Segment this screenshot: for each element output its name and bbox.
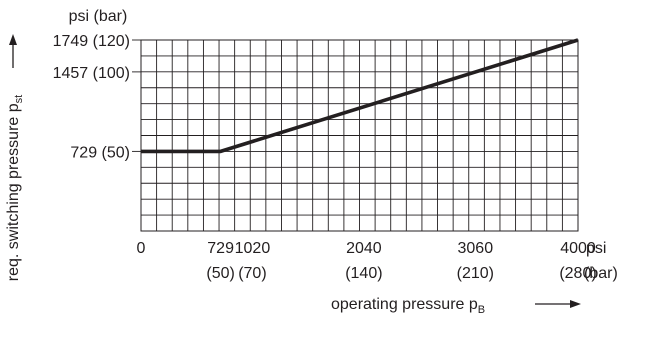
- series-line: [141, 38, 579, 154]
- x-axis-arrow: [535, 300, 581, 308]
- grid: [141, 40, 578, 231]
- x-tick-sublabel: (70): [238, 265, 266, 282]
- plot-area: [140, 39, 579, 232]
- y-axis-ticks: 729 (50) 1457 (100) 1749 (120): [53, 33, 141, 161]
- x-axis-ticks: 0 729 (50)1020 (70) 2040 (140) 3060 (210) 4000 (2…: [137, 240, 597, 282]
- x-axis-unit-secondary: (bar): [584, 265, 618, 282]
- x-tick-sublabel: (210): [457, 265, 494, 282]
- x-axis-title: operating pressure pB: [331, 296, 485, 316]
- x-axis-unit-primary: psi: [586, 240, 606, 257]
- x-tick-sublabel: (50): [206, 265, 234, 282]
- y-axis-arrow: [9, 34, 17, 68]
- y-axis-title: req. switching pressure pst: [5, 95, 25, 281]
- x-tick-sublabel: (280): [559, 265, 596, 282]
- x-tick-label: 4000: [560, 240, 596, 257]
- x-tick-label: 3060: [458, 240, 494, 257]
- x-tick-label: 1020: [235, 240, 271, 257]
- x-tick-label: 729: [207, 240, 234, 257]
- y-axis-unit: psi (bar): [69, 8, 128, 25]
- x-tick-label: 0: [137, 240, 146, 257]
- y-tick-label: 729 (50): [70, 144, 130, 161]
- y-tick-label: 1457 (100): [53, 65, 130, 82]
- x-tick-sublabel: (140): [345, 265, 382, 282]
- x-tick-label: 2040: [346, 240, 382, 257]
- y-axis-title-group: req. switching pressure pst: [5, 95, 25, 281]
- y-tick-label: 1749 (120): [53, 33, 130, 50]
